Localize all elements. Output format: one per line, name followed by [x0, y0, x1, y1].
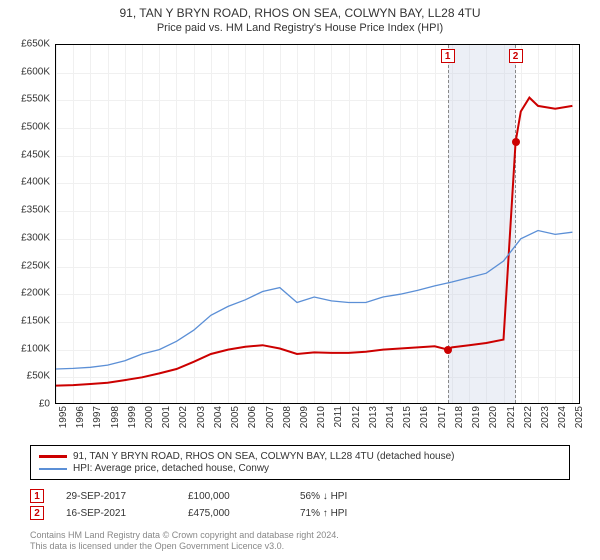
x-tick-label: 2001 [161, 406, 172, 436]
x-tick-label: 2024 [557, 406, 568, 436]
x-tick-label: 2022 [523, 406, 534, 436]
y-tick-label: £550K [0, 94, 50, 105]
x-tick-label: 2005 [230, 406, 241, 436]
x-tick-label: 1999 [127, 406, 138, 436]
x-tick-label: 2007 [265, 406, 276, 436]
y-tick-label: £400K [0, 177, 50, 188]
transaction-delta: 56% ↓ HPI [300, 491, 390, 502]
series-hpi [56, 45, 580, 404]
x-tick-label: 2013 [368, 406, 379, 436]
x-tick-label: 2010 [316, 406, 327, 436]
x-tick-label: 2014 [385, 406, 396, 436]
table-row: 1 29-SEP-2017 £100,000 56% ↓ HPI [30, 489, 570, 503]
x-tick-label: 1996 [75, 406, 86, 436]
x-tick-label: 2015 [402, 406, 413, 436]
footer-text: Contains HM Land Registry data © Crown c… [30, 530, 339, 553]
transaction-date: 16-SEP-2021 [66, 508, 166, 519]
x-tick-label: 2004 [213, 406, 224, 436]
y-tick-label: £0 [0, 399, 50, 410]
x-tick-label: 1995 [58, 406, 69, 436]
y-tick-label: £250K [0, 260, 50, 271]
legend-label: 91, TAN Y BRYN ROAD, RHOS ON SEA, COLWYN… [73, 451, 454, 462]
table-row: 2 16-SEP-2021 £475,000 71% ↑ HPI [30, 506, 570, 520]
transaction-price: £475,000 [188, 508, 278, 519]
y-tick-label: £100K [0, 343, 50, 354]
x-tick-label: 2002 [178, 406, 189, 436]
y-tick-label: £650K [0, 39, 50, 50]
y-tick-label: £50K [0, 371, 50, 382]
x-tick-label: 2003 [196, 406, 207, 436]
transaction-marker: 1 [30, 489, 44, 503]
y-tick-label: £150K [0, 315, 50, 326]
x-tick-label: 2023 [540, 406, 551, 436]
transaction-marker: 2 [30, 506, 44, 520]
x-tick-label: 2020 [488, 406, 499, 436]
x-tick-label: 2016 [419, 406, 430, 436]
y-tick-label: £200K [0, 288, 50, 299]
y-tick-label: £300K [0, 232, 50, 243]
x-tick-label: 2025 [574, 406, 585, 436]
x-tick-label: 2021 [506, 406, 517, 436]
transaction-date: 29-SEP-2017 [66, 491, 166, 502]
point-marker [512, 138, 520, 146]
chart-subtitle: Price paid vs. HM Land Registry's House … [0, 20, 600, 38]
footer-line: Contains HM Land Registry data © Crown c… [30, 530, 339, 541]
legend-swatch [39, 455, 67, 458]
x-tick-label: 2019 [471, 406, 482, 436]
footer-line: This data is licensed under the Open Gov… [30, 541, 339, 552]
x-tick-label: 2017 [437, 406, 448, 436]
y-tick-label: £600K [0, 66, 50, 77]
transactions-table: 1 29-SEP-2017 £100,000 56% ↓ HPI 2 16-SE… [30, 486, 570, 523]
marker-tag: 1 [441, 49, 455, 63]
legend-swatch [39, 468, 67, 470]
point-marker [444, 346, 452, 354]
x-tick-label: 2000 [144, 406, 155, 436]
marker-tag: 2 [509, 49, 523, 63]
transaction-price: £100,000 [188, 491, 278, 502]
x-tick-label: 2006 [247, 406, 258, 436]
y-tick-label: £350K [0, 205, 50, 216]
plot-area: 12 [55, 44, 580, 404]
y-tick-label: £500K [0, 122, 50, 133]
x-tick-label: 2011 [333, 406, 344, 436]
legend: 91, TAN Y BRYN ROAD, RHOS ON SEA, COLWYN… [30, 445, 570, 480]
x-tick-label: 2012 [351, 406, 362, 436]
legend-label: HPI: Average price, detached house, Conw… [73, 463, 269, 474]
legend-item: HPI: Average price, detached house, Conw… [39, 463, 561, 474]
x-tick-label: 1997 [92, 406, 103, 436]
chart-title: 91, TAN Y BRYN ROAD, RHOS ON SEA, COLWYN… [0, 0, 600, 20]
chart-container: { "title": "91, TAN Y BRYN ROAD, RHOS ON… [0, 0, 600, 560]
x-tick-label: 2008 [282, 406, 293, 436]
x-tick-label: 1998 [110, 406, 121, 436]
x-tick-label: 2009 [299, 406, 310, 436]
x-tick-label: 2018 [454, 406, 465, 436]
transaction-delta: 71% ↑ HPI [300, 508, 390, 519]
y-tick-label: £450K [0, 149, 50, 160]
legend-item: 91, TAN Y BRYN ROAD, RHOS ON SEA, COLWYN… [39, 451, 561, 462]
